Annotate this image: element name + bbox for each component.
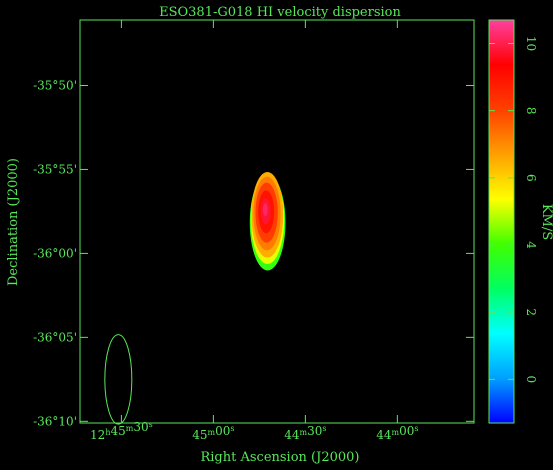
colorbar-tick-label: 8: [524, 107, 538, 115]
y-axis-ticks: -35°50' -35°55' -36°00' -36°05' -36°10': [33, 78, 474, 428]
beam-ellipse: [104, 334, 133, 425]
map-frame: [79, 19, 475, 424]
colorbar-tick-label: 0: [524, 376, 538, 384]
y-axis-label: Declination (J2000): [6, 158, 21, 286]
y-tick-label: -35°55': [33, 162, 77, 176]
dispersion-contour: [262, 203, 268, 217]
chart-title: ESO381-G018 HI velocity dispersion: [159, 5, 401, 20]
x-tick-label: 44m30s: [284, 424, 326, 442]
y-tick-label: -36°10': [33, 414, 77, 428]
x-tick-label: 12h45m30s: [90, 420, 153, 442]
y-tick-label: -35°50': [33, 78, 77, 92]
colorbar-ticks: 0 2 4 6 8 10: [489, 36, 538, 383]
colorbar-tick-label: 10: [524, 36, 538, 51]
hi-emission-region: [249, 171, 286, 271]
y-tick-label: -36°05': [33, 330, 77, 344]
x-tick-label: 45m00s: [192, 424, 234, 442]
colorbar-tick-label: 4: [524, 241, 538, 249]
x-axis-label: Right Ascension (J2000): [200, 450, 359, 465]
colorbar-label: KM/S: [539, 204, 553, 240]
y-tick-label: -36°00': [33, 246, 77, 260]
colorbar: [488, 19, 515, 424]
x-axis-ticks: 12h45m30s 45m00s 44m30s 44m00s: [90, 20, 418, 442]
colorbar-tick-label: 6: [524, 174, 538, 182]
x-tick-label: 44m00s: [376, 424, 418, 442]
colorbar-tick-label: 2: [524, 308, 538, 316]
